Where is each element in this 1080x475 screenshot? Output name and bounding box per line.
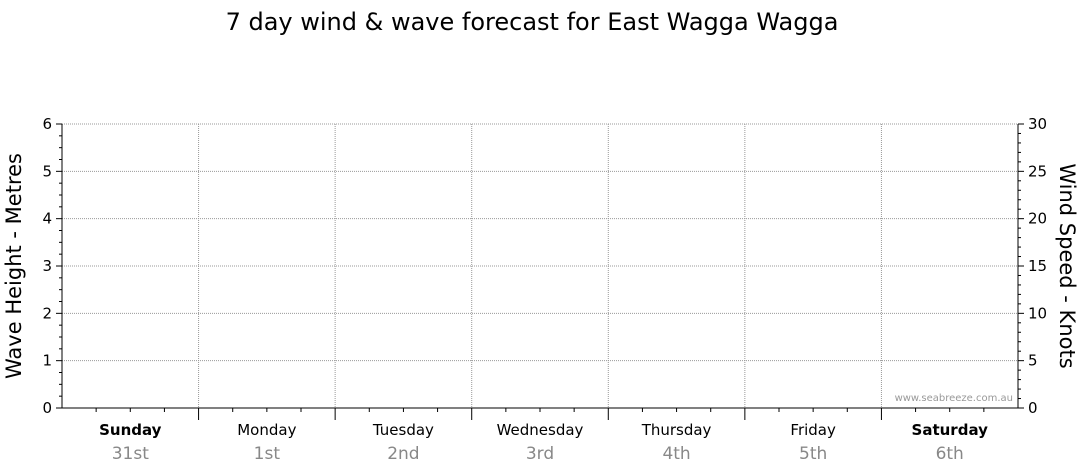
day-name-label: Friday [790,421,836,439]
day-name-label: Monday [237,421,296,439]
day-date-label: 6th [936,444,964,464]
left-axis: 0 1 2 3 4 5 6 [42,115,63,417]
day-name-label: Tuesday [372,421,434,439]
right-tick-label: 5 [1028,352,1038,370]
left-axis-title: Wave Height - Metres [2,153,26,379]
right-tick-label: 10 [1028,304,1047,322]
left-tick-label: 1 [42,352,52,370]
left-tick-label: 3 [42,257,52,275]
right-axis-title: Wind Speed - Knots [1055,163,1079,368]
left-tick-label: 0 [42,399,52,417]
left-tick-label: 5 [42,162,52,180]
left-tick-label: 6 [42,115,52,133]
day-date-label: 31st [112,444,149,464]
plot-area: 0 1 2 3 4 5 6 0 5 10 15 20 25 30 [42,115,1047,420]
chart-title: 7 day wind & wave forecast for East Wagg… [226,8,839,36]
left-tick-label: 2 [42,304,52,322]
day-date-label: 3rd [526,444,554,464]
right-tick-label: 15 [1028,257,1047,275]
day-name-label: Wednesday [497,421,584,439]
grid-lines [62,123,1018,408]
day-name-label: Thursday [641,421,712,439]
right-tick-label: 20 [1028,210,1047,228]
day-date-label: 4th [662,444,690,464]
bottom-axis [62,407,1018,420]
right-tick-label: 0 [1028,399,1038,417]
left-tick-label: 4 [42,210,52,228]
right-axis: 0 5 10 15 20 25 30 [1017,115,1047,417]
day-date-label: 5th [799,444,827,464]
day-labels: Sunday 31st Monday 1st Tuesday 2nd Wednesday 3r… [99,421,988,464]
watermark: www.seabreeze.com.au [895,393,1013,404]
day-name-label: Saturday [912,421,989,439]
day-date-label: 2nd [387,444,419,464]
day-name-label: Sunday [99,421,162,439]
right-tick-label: 25 [1028,162,1047,180]
day-date-label: 1st [254,444,281,464]
right-tick-label: 30 [1028,115,1047,133]
